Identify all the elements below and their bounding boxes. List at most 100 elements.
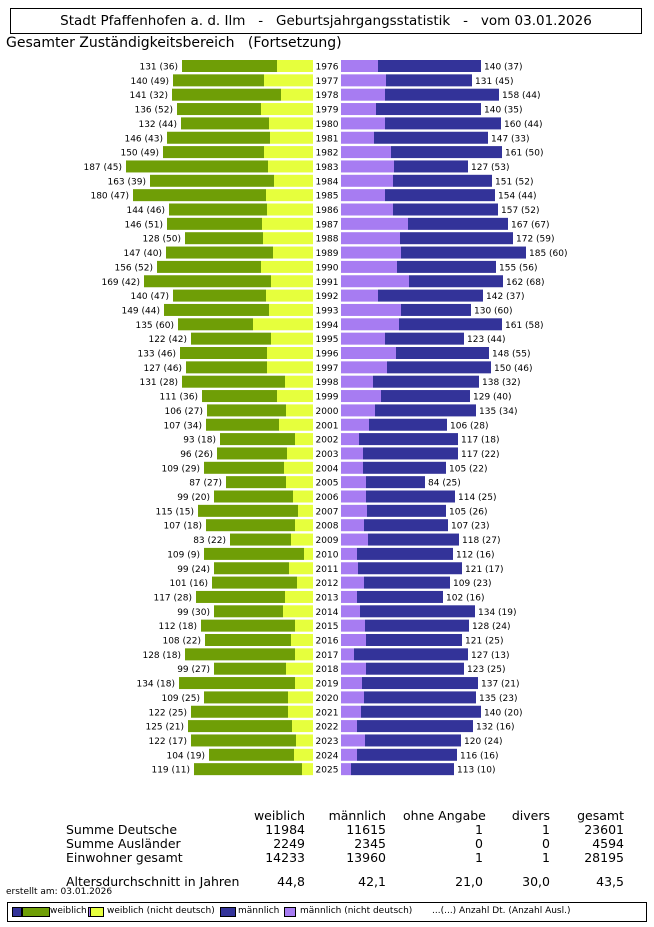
- bar-male-foreign: [341, 289, 378, 302]
- bar-female-foreign: [296, 734, 313, 747]
- data-label-male: 162 (68): [506, 278, 545, 288]
- table-cell: 11615: [346, 822, 386, 837]
- bar-male-foreign: [341, 662, 366, 675]
- bar-male-german: [357, 590, 443, 603]
- data-label-female: 146 (51): [124, 220, 163, 230]
- year-tick-label: 1997: [316, 364, 339, 374]
- bar-female-foreign: [264, 146, 313, 159]
- row-label-residents-total: Einwohner gesamt: [66, 850, 183, 865]
- bar-male-foreign: [341, 217, 408, 230]
- bar-female-foreign: [263, 232, 313, 245]
- bar-male-foreign: [341, 260, 397, 273]
- data-label-male: 128 (24): [472, 622, 511, 632]
- data-label-female: 104 (19): [166, 751, 205, 761]
- bar-male-german: [393, 174, 492, 187]
- data-label-male: 117 (22): [461, 450, 500, 460]
- year-tick-label: 2005: [316, 479, 339, 489]
- bar-male-foreign: [341, 519, 364, 532]
- bar-female-german: [182, 60, 277, 72]
- bar-female-foreign: [264, 74, 313, 87]
- bar-female-german: [188, 720, 292, 733]
- data-label-female: 169 (42): [101, 278, 140, 288]
- col-header-female: weiblich: [253, 808, 305, 823]
- bar-female-german: [182, 375, 285, 388]
- bar-female-foreign: [288, 705, 313, 718]
- table-cell: 0: [542, 836, 550, 851]
- year-tick-label: 1979: [316, 106, 339, 116]
- bar-female-german: [212, 576, 297, 589]
- data-label-male: 112 (16): [456, 550, 495, 560]
- data-label-male: 140 (20): [484, 708, 523, 718]
- data-label-male: 109 (23): [453, 579, 492, 589]
- data-label-male: 130 (60): [474, 306, 513, 316]
- bar-male-german: [360, 605, 475, 618]
- bar-male-foreign: [341, 490, 366, 503]
- bar-female-german: [181, 117, 269, 130]
- bar-male-foreign: [341, 677, 362, 690]
- data-label-male: 105 (26): [449, 507, 488, 517]
- year-tick-label: 1998: [316, 378, 339, 388]
- bar-female-german: [179, 677, 295, 690]
- legend-note: ...(...) Anzahl Dt. (Anzahl Ausl.): [432, 906, 571, 916]
- data-label-female: 109 (29): [161, 464, 200, 474]
- bar-female-foreign: [286, 404, 313, 417]
- year-tick-label: 2007: [316, 507, 339, 517]
- bar-male-german: [409, 275, 503, 288]
- bar-male-foreign: [341, 634, 366, 646]
- data-label-male: 106 (28): [450, 421, 489, 431]
- bar-male-foreign: [341, 576, 364, 589]
- bar-female-german: [178, 318, 253, 331]
- year-tick-label: 2013: [316, 593, 339, 603]
- bar-male-foreign: [341, 418, 369, 431]
- bar-female-german: [204, 691, 288, 704]
- bar-male-foreign: [341, 60, 378, 72]
- col-header-diverse: divers: [511, 808, 550, 823]
- bar-female-foreign: [269, 303, 313, 316]
- bar-female-german: [205, 634, 291, 646]
- bar-male-foreign: [341, 361, 387, 374]
- table-cell: 11984: [265, 822, 305, 837]
- bar-male-german: [387, 361, 491, 374]
- year-tick-label: 1978: [316, 91, 339, 101]
- data-label-female: 140 (47): [130, 292, 169, 302]
- col-header-male: männlich: [328, 808, 386, 823]
- year-tick-label: 1993: [316, 306, 339, 316]
- data-label-male: 148 (55): [492, 350, 531, 360]
- bar-male-german: [374, 131, 488, 144]
- table-cell: 23601: [584, 822, 624, 837]
- bar-female-foreign: [267, 361, 313, 374]
- data-label-male: 123 (25): [467, 665, 506, 675]
- bar-male-german: [376, 103, 481, 116]
- legend-swatch-male: [220, 907, 236, 917]
- table-cell: 0: [475, 836, 483, 851]
- data-label-male: 102 (16): [446, 593, 485, 603]
- bar-male-foreign: [341, 88, 385, 101]
- bar-female-german: [214, 605, 283, 618]
- bar-female-german: [185, 648, 295, 661]
- bar-male-foreign: [341, 562, 358, 575]
- bar-female-german: [169, 203, 267, 216]
- data-label-female: 112 (18): [158, 622, 197, 632]
- bar-female-german: [204, 547, 304, 560]
- bar-male-german: [357, 547, 453, 560]
- data-label-male: 151 (52): [495, 177, 534, 187]
- bar-female-german: [185, 232, 263, 245]
- data-label-male: 129 (40): [473, 393, 512, 403]
- bar-male-german: [401, 303, 471, 316]
- bar-male-foreign: [341, 303, 401, 316]
- bar-female-foreign: [291, 533, 313, 546]
- bar-female-german: [196, 590, 285, 603]
- bar-male-german: [363, 461, 446, 474]
- bar-female-foreign: [261, 260, 313, 273]
- bar-male-foreign: [341, 390, 381, 403]
- data-label-male: 127 (53): [471, 163, 510, 173]
- year-tick-label: 2003: [316, 450, 339, 460]
- legend-label-male: männlich: [238, 906, 280, 916]
- data-label-female: 115 (15): [155, 507, 194, 517]
- bar-female-german: [164, 303, 269, 316]
- year-tick-label: 2008: [316, 522, 339, 532]
- bar-male-foreign: [341, 174, 393, 187]
- bar-female-foreign: [274, 174, 313, 187]
- bar-male-german: [354, 648, 468, 661]
- bar-female-german: [177, 103, 261, 116]
